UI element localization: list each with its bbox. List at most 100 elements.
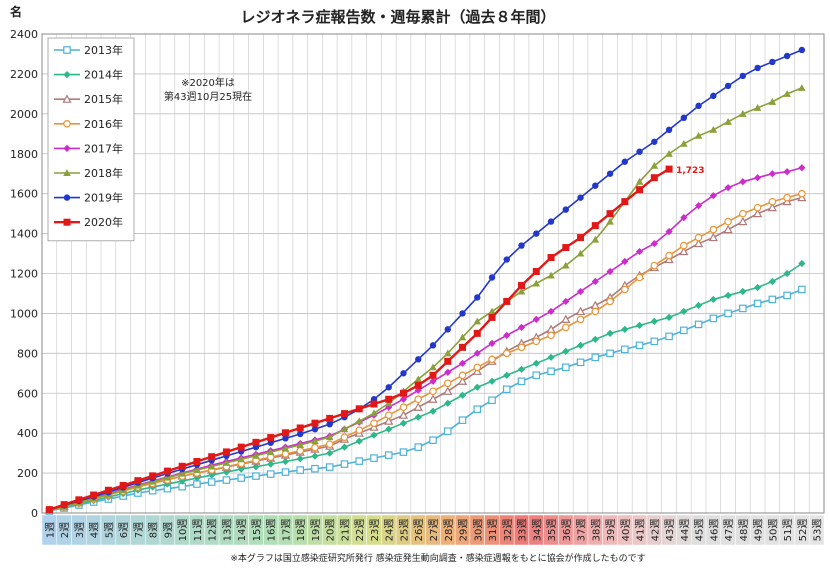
x-tick-label: 7週 (133, 522, 145, 538)
data-point (63, 46, 71, 54)
data-point (680, 139, 688, 147)
data-point (635, 321, 644, 329)
data-point (561, 323, 570, 332)
data-point (606, 217, 614, 225)
data-point (547, 307, 555, 316)
data-point (606, 210, 614, 218)
data-point (443, 379, 452, 388)
data-point (444, 357, 452, 365)
data-point (296, 446, 305, 455)
data-point (370, 400, 378, 408)
data-point (561, 261, 570, 269)
data-point (237, 455, 245, 463)
data-point (443, 427, 452, 435)
data-point (798, 189, 806, 198)
data-point (754, 283, 762, 292)
data-point (370, 431, 378, 439)
annotation-text: ※2020年は (181, 76, 235, 89)
x-tick-label: 13週 (221, 519, 233, 542)
data-point (665, 313, 673, 322)
data-point (547, 331, 555, 340)
data-point (413, 402, 423, 411)
x-tick-label: 23週 (369, 519, 381, 542)
data-point (650, 239, 658, 248)
data-point (547, 254, 555, 262)
x-tick-label: 51週 (782, 519, 794, 542)
data-point (63, 144, 71, 152)
data-point (488, 396, 496, 405)
data-point (325, 440, 334, 448)
data-point (281, 429, 289, 437)
x-tick-label: 37週 (576, 519, 588, 542)
x-tick-label: 34週 (531, 519, 543, 542)
data-point (665, 165, 673, 173)
data-point (385, 425, 393, 433)
data-point (473, 349, 481, 357)
data-point (473, 383, 481, 391)
data-point (562, 244, 570, 252)
data-point (207, 462, 216, 470)
data-point (458, 371, 467, 380)
data-point (459, 310, 466, 317)
data-point (680, 326, 688, 335)
series-line (49, 192, 803, 512)
data-point (414, 443, 423, 451)
y-tick-label: 400 (17, 427, 38, 440)
data-point (503, 256, 510, 263)
x-category-cell (808, 514, 825, 546)
data-point (532, 359, 540, 367)
data-point (193, 466, 201, 474)
data-point (709, 314, 718, 323)
x-tick-label: 25週 (398, 519, 410, 542)
data-point (355, 457, 364, 465)
data-point (768, 295, 777, 304)
data-point (45, 506, 53, 514)
data-point (798, 285, 806, 294)
data-point (768, 197, 777, 206)
data-point (63, 71, 71, 79)
data-point (577, 234, 585, 242)
data-point (63, 120, 71, 128)
data-point (532, 279, 541, 287)
data-point (296, 424, 304, 432)
legend-box (47, 37, 135, 242)
data-point (768, 170, 776, 178)
data-point (384, 451, 393, 459)
data-point (193, 458, 201, 466)
series-line (49, 49, 803, 511)
data-point (311, 443, 319, 452)
data-point (370, 409, 378, 417)
x-tick-label: 1週 (44, 522, 56, 538)
data-point (414, 381, 422, 389)
data-point (709, 225, 718, 234)
data-point (398, 410, 409, 419)
x-tick-label: 16週 (266, 519, 278, 542)
data-point (577, 194, 584, 201)
x-tick-label: 50週 (767, 519, 779, 542)
x-tick-label: 3週 (74, 522, 86, 538)
data-point (325, 433, 334, 441)
data-point (252, 463, 260, 471)
data-point (340, 425, 349, 433)
data-point (710, 92, 717, 100)
data-point (281, 457, 290, 466)
data-point (679, 246, 689, 256)
data-point (399, 419, 408, 427)
data-point (443, 386, 453, 395)
legend-label: 2015年 (84, 92, 123, 106)
data-point (459, 343, 467, 351)
data-point (783, 168, 791, 176)
data-point (650, 161, 659, 169)
data-point (532, 315, 540, 324)
y-tick-label: 800 (17, 347, 38, 360)
data-point (267, 439, 274, 446)
data-point (311, 452, 319, 460)
data-point (517, 343, 526, 352)
data-point (429, 371, 437, 379)
data-point (63, 218, 71, 226)
data-point (429, 436, 437, 444)
x-tick-label: 38週 (590, 519, 602, 542)
x-tick-label: 31週 (487, 519, 499, 542)
data-point (163, 473, 172, 481)
data-point (693, 238, 704, 248)
